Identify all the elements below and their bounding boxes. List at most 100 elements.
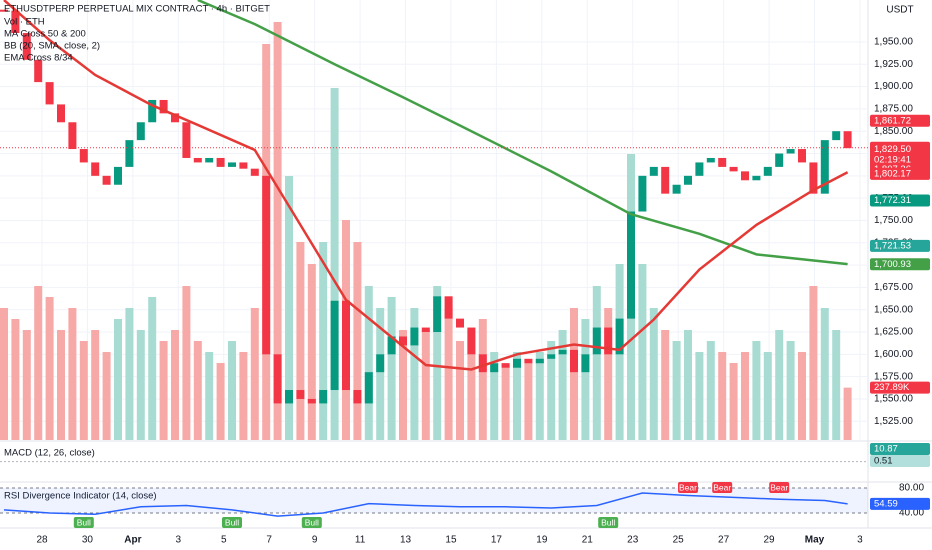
rsi-tick-label: 40.00	[899, 508, 924, 519]
volume-bar	[558, 330, 567, 440]
x-tick-label: 11	[355, 535, 366, 546]
rsi-tag	[870, 497, 930, 510]
candle	[706, 157, 715, 163]
volume-bar	[604, 308, 613, 440]
candle	[615, 318, 624, 355]
candle	[718, 157, 727, 167]
x-tick-label: 23	[627, 535, 639, 546]
candle	[433, 296, 442, 333]
signal-badge	[598, 517, 619, 528]
signal-badge	[769, 482, 790, 493]
volume-bar	[661, 330, 670, 440]
volume-bar	[45, 297, 54, 440]
volume-bar	[490, 352, 499, 440]
signal-label: Bear	[770, 482, 788, 492]
candle	[57, 104, 65, 123]
candle	[592, 327, 601, 355]
volume-bar	[478, 319, 487, 440]
volume-bar	[456, 341, 464, 440]
candle	[319, 390, 328, 404]
candle	[262, 175, 271, 355]
candle	[273, 354, 282, 404]
signal-badge	[222, 517, 242, 528]
volume-bar	[638, 264, 647, 440]
volume-bar	[706, 341, 715, 440]
signal-label: Bear	[713, 482, 731, 492]
moving-average	[197, 0, 848, 266]
candle	[239, 162, 248, 169]
x-tick-label: 27	[718, 535, 730, 546]
macd-tag-label: 0.51	[874, 456, 893, 467]
volume-bar	[820, 308, 829, 440]
rsi-tick-label: 80.00	[899, 483, 924, 494]
price-tag-label: 1,700.93	[874, 259, 911, 270]
candle	[171, 113, 179, 123]
candle	[775, 153, 784, 167]
candle	[444, 296, 453, 319]
x-tick-label: 3	[176, 535, 182, 546]
candle	[11, 10, 20, 34]
volume-bar	[775, 330, 784, 440]
candle	[125, 140, 134, 167]
y-tick-label: 1,950.00	[874, 37, 913, 48]
volume-bar	[205, 352, 214, 440]
candle	[809, 162, 818, 194]
volume-bar	[763, 352, 772, 440]
candle	[820, 140, 829, 194]
volume-bar	[809, 286, 818, 440]
candle	[478, 354, 487, 373]
candle	[91, 162, 100, 176]
candle	[695, 162, 704, 176]
volume-bar	[79, 341, 88, 440]
volume-bar	[307, 264, 316, 440]
candle	[182, 122, 191, 158]
candle	[342, 300, 350, 391]
volume-bar	[672, 341, 681, 440]
volume-bar	[467, 330, 476, 440]
y-tick-label: 1,850.00	[874, 126, 913, 137]
candle	[798, 149, 806, 163]
price-tag-label: 1,772.31	[874, 195, 911, 206]
candle	[102, 175, 111, 185]
volume-bar	[684, 330, 692, 440]
x-tick-label: 13	[400, 535, 412, 546]
candle	[524, 358, 533, 364]
macd-tag-label: 10.87	[874, 444, 898, 455]
volume-bar	[376, 308, 385, 440]
candle	[387, 336, 396, 355]
symbol-title: ETHUSDTPERP PERPETUAL MIX CONTRACT · 4h …	[4, 4, 270, 15]
volume-bar	[843, 387, 852, 440]
volume-bar	[798, 352, 806, 440]
candle	[159, 99, 168, 114]
volume-bar	[285, 176, 293, 440]
volume-bar	[91, 330, 100, 440]
volume-bar	[34, 286, 43, 440]
volume-bar	[114, 319, 122, 440]
x-tick-label: 3	[857, 535, 863, 546]
signal-badge	[301, 517, 322, 528]
candle	[763, 166, 772, 176]
candle	[22, 33, 31, 60]
candle	[34, 59, 43, 83]
candle	[216, 157, 225, 167]
volume-bar	[501, 363, 510, 440]
countdown-tag	[870, 153, 930, 166]
main-pane	[0, 0, 868, 441]
volume-bar	[57, 330, 65, 440]
macd-tag	[870, 454, 930, 467]
volume-bar	[399, 330, 407, 440]
y-tick-label: 1,875.00	[874, 104, 913, 115]
volume-tag	[870, 381, 930, 394]
candle	[307, 398, 316, 404]
candle	[490, 363, 499, 373]
volume-bar	[193, 341, 202, 440]
rsi-line	[3, 492, 848, 517]
volume-bar	[752, 341, 761, 440]
price-tag	[870, 143, 930, 156]
volume-bar	[570, 308, 578, 440]
volume-bar	[125, 308, 134, 440]
candle	[535, 358, 544, 364]
candle	[136, 122, 145, 141]
candle	[558, 349, 567, 355]
